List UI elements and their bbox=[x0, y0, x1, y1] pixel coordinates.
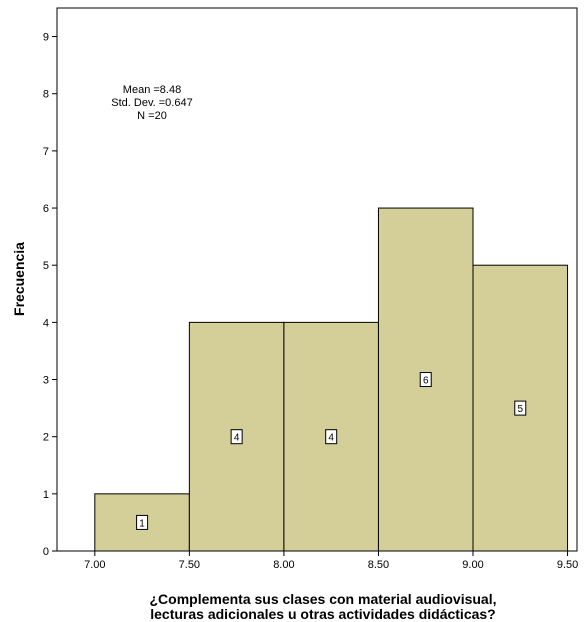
bar-label-box-1 bbox=[136, 514, 149, 530]
stats-mean: Mean =8.48 bbox=[123, 84, 181, 96]
bar-label-box-2 bbox=[230, 429, 243, 445]
x-tick-label-6: 9.50 bbox=[557, 559, 578, 571]
bars-layer: 1 4 4 6 5 bbox=[94, 207, 569, 552]
x-axis-title-line-2: lecturas adicionales u otras actividades… bbox=[150, 606, 495, 622]
stats-box: Mean =8.48 Std. Dev. =0.647 N =20 bbox=[111, 84, 192, 122]
x-axis-title-line-1: ¿Complementa sus clases con material aud… bbox=[149, 591, 496, 607]
stats-n: N =20 bbox=[137, 110, 167, 122]
x-tick-label-4: 8.50 bbox=[368, 559, 389, 571]
y-tick-label-3: 3 bbox=[43, 375, 49, 387]
y-tick-label-5: 5 bbox=[43, 260, 49, 272]
bar-label-box-4 bbox=[419, 372, 432, 388]
y-tick-label-1: 1 bbox=[43, 489, 49, 501]
bar-label-box-3 bbox=[325, 429, 338, 445]
x-tick-label-3: 8.00 bbox=[273, 559, 294, 571]
bar-label-box-5 bbox=[514, 400, 527, 416]
bar-value-label-3: 4 bbox=[328, 433, 334, 444]
y-axis-title: Frecuencia bbox=[11, 242, 27, 316]
bar-value-label-2: 4 bbox=[234, 433, 240, 444]
y-tick-label-7: 7 bbox=[43, 146, 49, 158]
bar-value-label-4: 6 bbox=[423, 376, 429, 387]
x-axis: 7.00 7.50 8.00 8.50 9.00 9.50 bbox=[84, 551, 578, 571]
y-tick-label-6: 6 bbox=[43, 203, 49, 215]
x-tick-label-2: 7.50 bbox=[179, 559, 200, 571]
x-tick-label-1: 7.00 bbox=[84, 559, 105, 571]
y-tick-label-2: 2 bbox=[43, 432, 49, 444]
x-tick-label-5: 9.00 bbox=[462, 559, 483, 571]
y-tick-label-9: 9 bbox=[43, 32, 49, 44]
stats-std-dev: Std. Dev. =0.647 bbox=[111, 97, 192, 109]
y-tick-label-8: 8 bbox=[43, 89, 49, 101]
bar-value-label-1: 1 bbox=[139, 518, 145, 529]
bar-value-label-5: 5 bbox=[517, 404, 523, 415]
y-tick-label-0: 0 bbox=[43, 546, 49, 558]
y-tick-label-4: 4 bbox=[43, 317, 49, 329]
y-axis: 0 1 2 3 4 5 6 7 8 9 bbox=[43, 32, 57, 558]
